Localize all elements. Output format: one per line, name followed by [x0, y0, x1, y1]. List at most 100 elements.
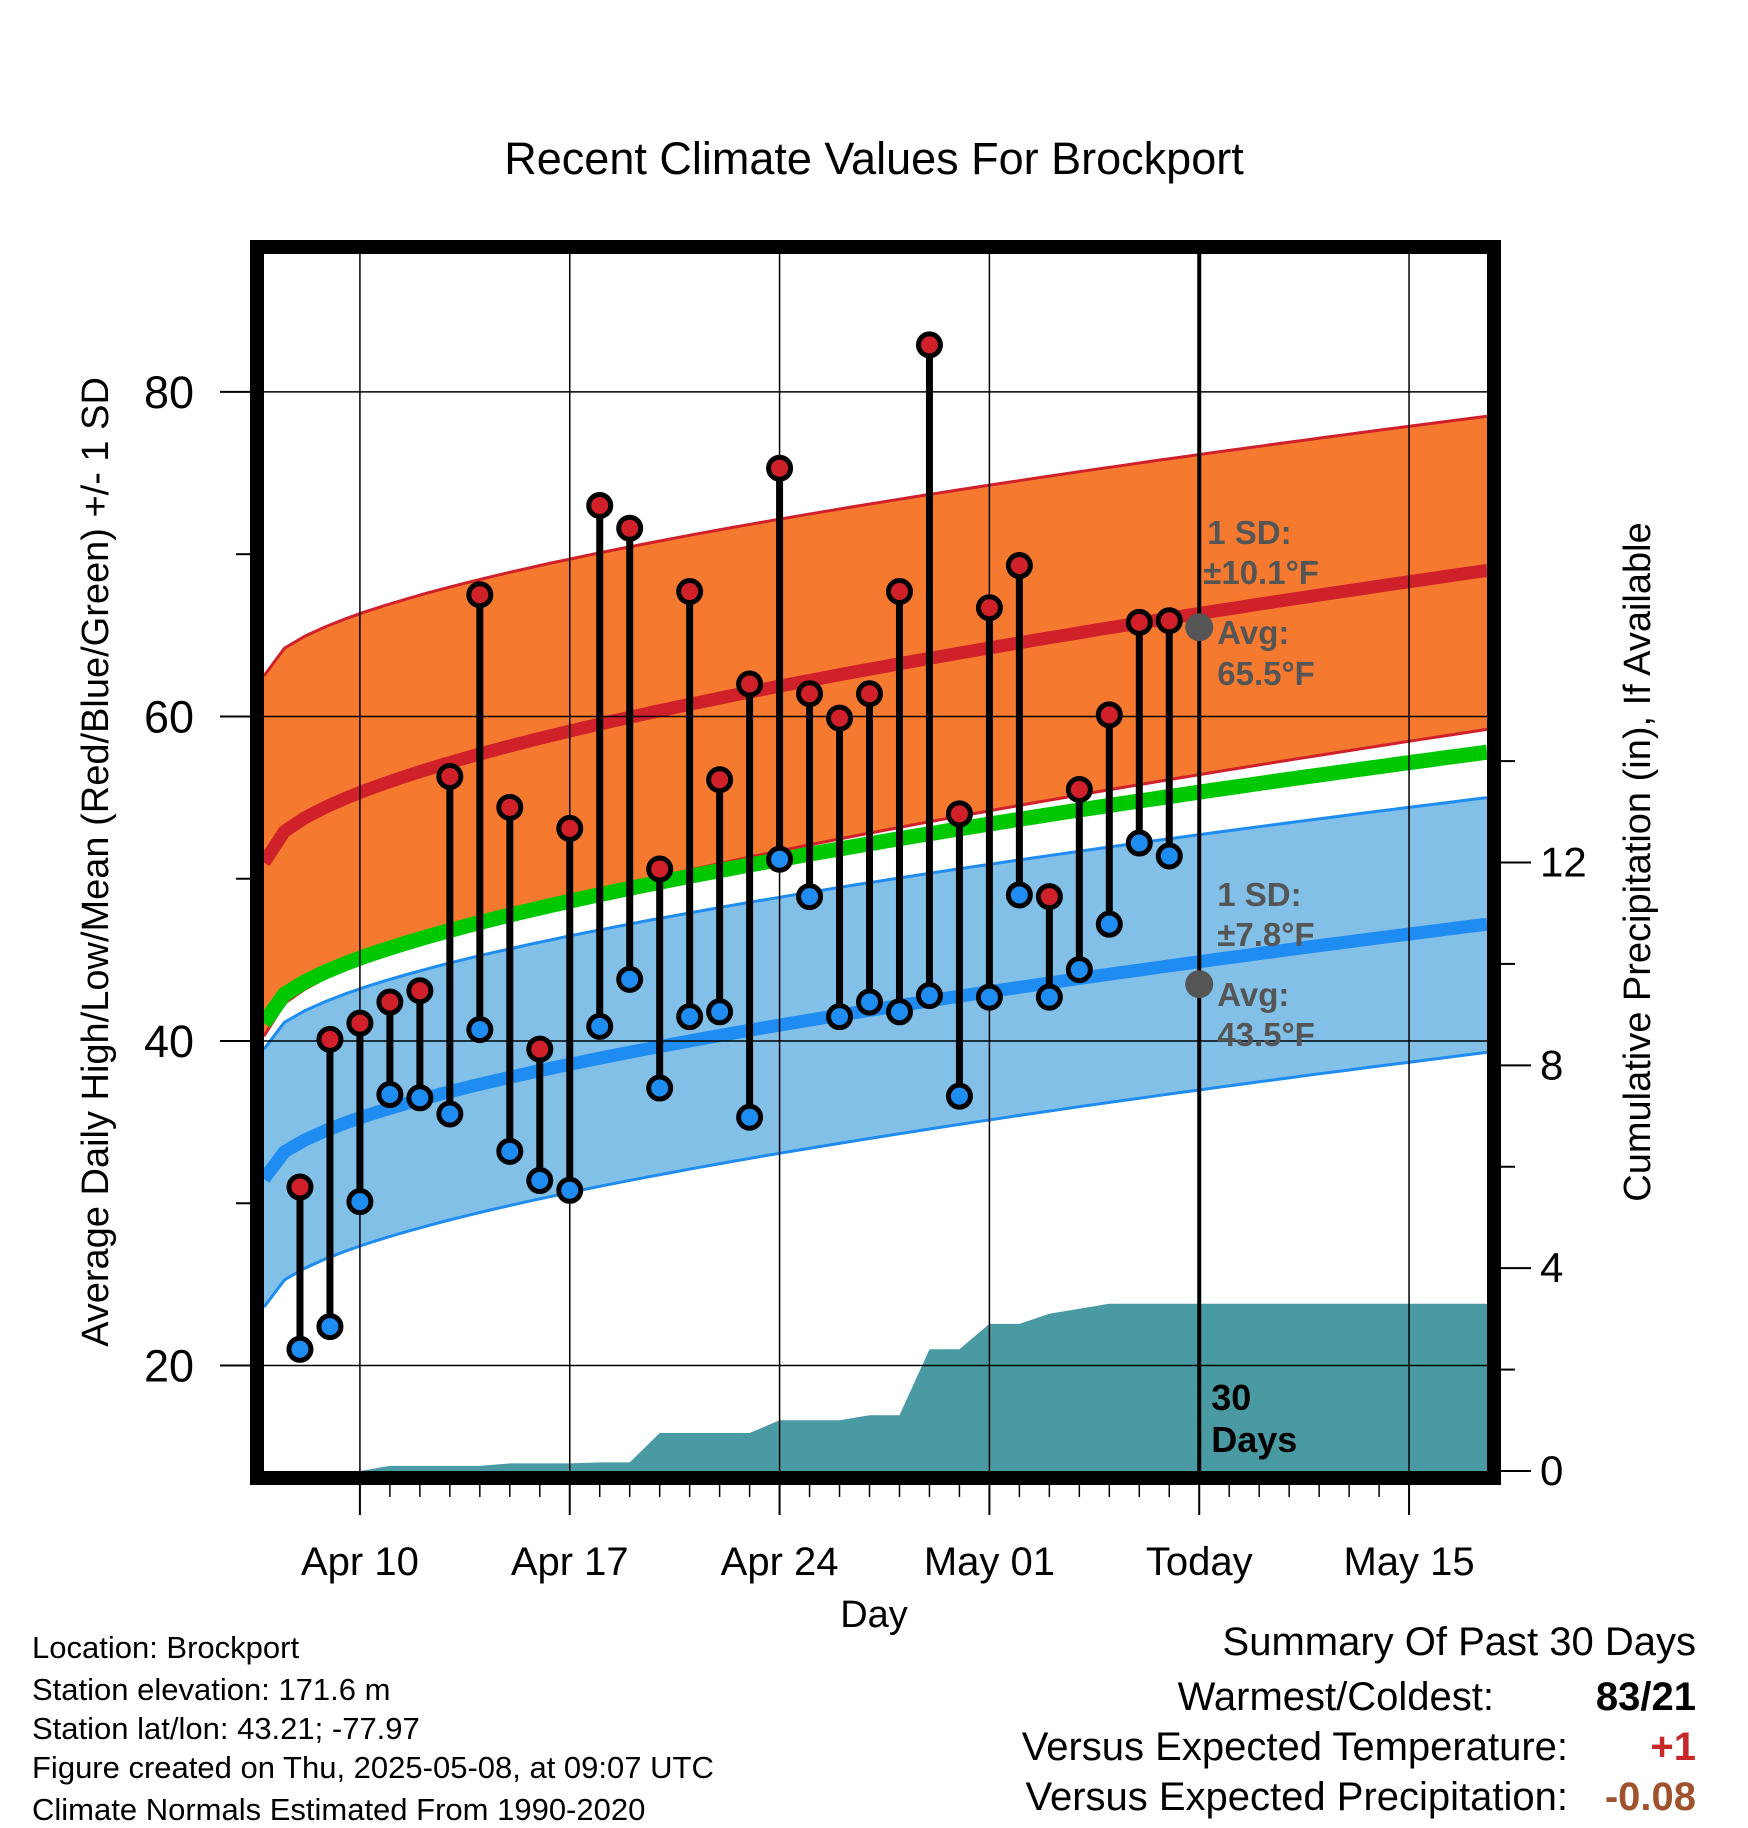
y-tick-label: 80 [144, 367, 194, 418]
low-temp-point [436, 1100, 464, 1128]
low-sd-lower-line [264, 1050, 1487, 1309]
plot-frame [250, 240, 1501, 1485]
high-temp-point [286, 1173, 314, 1201]
x-tick-label: May 01 [924, 1540, 1055, 1584]
x-tick-label: Apr 10 [301, 1540, 419, 1584]
days-label-text: Days [1211, 1419, 1297, 1460]
low-avg-value: 43.5°F [1217, 1016, 1315, 1053]
low-sd-label: 1 SD: [1217, 876, 1301, 913]
high-normal-line [264, 563, 1487, 867]
high-temp-point [856, 680, 884, 708]
info-created: Figure created on Thu, 2025-05-08, at 09… [32, 1750, 714, 1785]
high-temp-point [975, 594, 1003, 622]
today-high-avg-marker [1185, 613, 1214, 642]
low-temp-point [706, 998, 734, 1026]
high-temp-point [915, 331, 943, 359]
info-normals: Climate Normals Estimated From 1990-2020 [32, 1792, 646, 1827]
low-temp-point [556, 1176, 584, 1204]
info-latlon: Station lat/lon: 43.21; -77.97 [32, 1711, 420, 1746]
high-avg-label: Avg: [1217, 614, 1289, 651]
low-temp-point [286, 1335, 314, 1363]
y2-tick-label: 0 [1540, 1447, 1563, 1494]
y2-tick-label: 8 [1540, 1041, 1563, 1088]
days-label-number: 30 [1211, 1377, 1251, 1418]
high-temp-point [1095, 701, 1123, 729]
high-temp-point [616, 514, 644, 542]
summary-temp-label: Versus Expected Temperature: [1021, 1725, 1568, 1769]
low-temp-point [616, 965, 644, 993]
low-temp-point [975, 983, 1003, 1011]
low-temp-point [1005, 881, 1033, 909]
precip-area [299, 1303, 1487, 1471]
low-temp-point [346, 1188, 374, 1216]
low-temp-point [1065, 956, 1093, 984]
low-temp-point [766, 845, 794, 873]
y2-tick-label: 4 [1540, 1244, 1563, 1291]
summary-warm-label: Warmest/Coldest: [1177, 1675, 1494, 1719]
y-axis-label: Average Daily High/Low/Mean (Red/Blue/Gr… [75, 377, 117, 1347]
low-temp-point [915, 982, 943, 1010]
low-temp-point [646, 1074, 674, 1102]
high-temp-point [945, 800, 973, 828]
y-tick-label: 60 [144, 691, 194, 742]
low-temp-point [406, 1084, 434, 1112]
low-temp-point [1095, 910, 1123, 938]
high-temp-point [496, 793, 524, 821]
high-temp-point [466, 581, 494, 609]
low-sd-upper-line [264, 796, 1487, 1051]
low-temp-point [1155, 842, 1183, 870]
summary-precip-value: -0.08 [1604, 1775, 1696, 1819]
y2-tick-label: 12 [1540, 839, 1587, 886]
high-temp-point [316, 1025, 344, 1053]
high-temp-point [1065, 775, 1093, 803]
low-temp-point [885, 998, 913, 1026]
summary-temp-value: +1 [1650, 1725, 1696, 1769]
summary-warm-value: 83/21 [1595, 1675, 1696, 1719]
info-location: Location: Brockport [32, 1630, 300, 1665]
chart-title: Recent Climate Values For Brockport [504, 133, 1244, 184]
low-temp-point [1125, 829, 1153, 857]
mean-normal-line [264, 744, 1487, 1028]
high-temp-point [406, 977, 434, 1005]
high-temp-point [1155, 607, 1183, 635]
high-sd-label: 1 SD: [1207, 514, 1291, 551]
low-temp-point [796, 883, 824, 911]
low-temp-point [676, 1003, 704, 1031]
low-temp-point [945, 1082, 973, 1110]
low-temp-point [826, 1003, 854, 1031]
low-temp-point [1035, 983, 1063, 1011]
low-temp-point [496, 1137, 524, 1165]
high-temp-point [766, 454, 794, 482]
high-avg-value: 65.5°F [1217, 655, 1315, 692]
low-temp-point [526, 1167, 554, 1195]
high-temp-point [796, 680, 824, 708]
high-temp-point [646, 855, 674, 883]
low-temp-point [466, 1016, 494, 1044]
x-axis-label: Day [840, 1594, 908, 1636]
high-temp-point [1125, 608, 1153, 636]
info-elevation: Station elevation: 171.6 m [32, 1672, 391, 1707]
low-temp-point [856, 988, 884, 1016]
high-temp-point [1005, 552, 1033, 580]
x-tick-label: May 15 [1343, 1540, 1474, 1584]
high-temp-point [706, 766, 734, 794]
today-low-avg-marker [1185, 970, 1214, 999]
x-tick-label: Apr 17 [511, 1540, 629, 1584]
high-temp-point [346, 1009, 374, 1037]
high-temp-point [826, 704, 854, 732]
high-temp-point [376, 988, 404, 1016]
y-tick-label: 20 [144, 1341, 194, 1392]
high-temp-point [736, 670, 764, 698]
summary-precip-label: Versus Expected Precipitation: [1025, 1775, 1568, 1819]
high-temp-point [676, 578, 704, 606]
high-temp-point [1035, 883, 1063, 911]
high-temp-point [556, 814, 584, 842]
high-temp-point [885, 578, 913, 606]
x-tick-label: Today [1146, 1540, 1253, 1584]
high-sd-value: ±10.1°F [1203, 554, 1319, 591]
high-temp-point [526, 1035, 554, 1063]
x-tick-label: Apr 24 [721, 1540, 839, 1584]
low-temp-point [376, 1081, 404, 1109]
low-sd-value: ±7.8°F [1217, 916, 1314, 953]
